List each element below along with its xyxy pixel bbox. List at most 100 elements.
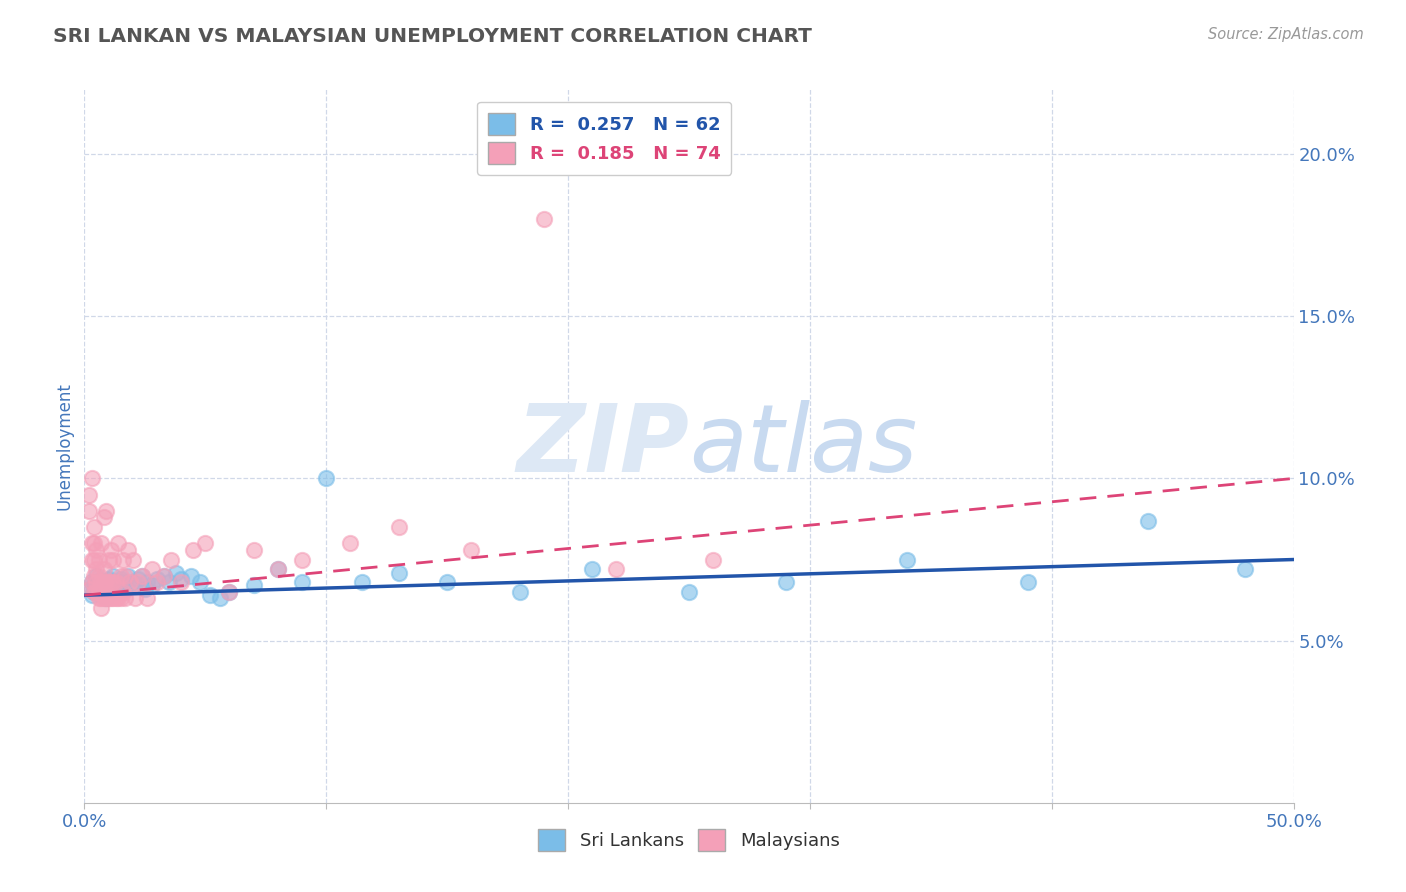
Point xyxy=(190,575,212,590)
Point xyxy=(131,568,153,582)
Point xyxy=(112,552,135,566)
Point xyxy=(90,575,112,590)
Point xyxy=(100,582,122,596)
Point xyxy=(83,536,105,550)
Point xyxy=(103,568,125,582)
Point xyxy=(146,575,169,590)
Point xyxy=(120,575,142,590)
Point xyxy=(87,552,110,566)
Point xyxy=(120,578,142,592)
Point xyxy=(388,566,411,580)
Point xyxy=(94,575,117,590)
Point xyxy=(146,572,169,586)
Point xyxy=(775,575,797,590)
Point xyxy=(83,585,105,599)
Point xyxy=(267,562,290,576)
Point xyxy=(581,562,603,576)
Point xyxy=(86,542,108,557)
Point xyxy=(93,510,115,524)
Point xyxy=(291,575,314,590)
Point xyxy=(87,578,110,592)
Point xyxy=(112,585,135,599)
Point xyxy=(80,588,103,602)
Point xyxy=(97,552,120,566)
Point xyxy=(97,585,120,599)
Point xyxy=(153,568,176,582)
Point xyxy=(291,552,314,566)
Point xyxy=(157,575,180,590)
Point xyxy=(103,575,125,590)
Text: ZIP: ZIP xyxy=(516,400,689,492)
Point xyxy=(103,552,125,566)
Point xyxy=(1234,562,1257,576)
Point xyxy=(86,582,108,596)
Point xyxy=(80,471,103,485)
Point xyxy=(121,575,143,590)
Point xyxy=(104,575,127,590)
Point xyxy=(339,536,361,550)
Point xyxy=(80,575,103,590)
Point xyxy=(605,562,627,576)
Point xyxy=(110,568,132,582)
Point xyxy=(94,504,117,518)
Point xyxy=(136,591,159,606)
Point xyxy=(77,488,100,502)
Point xyxy=(242,578,264,592)
Point xyxy=(80,552,103,566)
Point xyxy=(170,575,193,590)
Point xyxy=(509,585,531,599)
Point xyxy=(86,568,108,582)
Point xyxy=(87,585,110,599)
Point xyxy=(93,591,115,606)
Point xyxy=(104,575,127,590)
Point xyxy=(90,582,112,596)
Point xyxy=(112,575,135,590)
Point xyxy=(97,591,120,606)
Point xyxy=(97,575,120,590)
Point xyxy=(93,562,115,576)
Point xyxy=(90,588,112,602)
Point xyxy=(100,591,122,606)
Point xyxy=(388,520,411,534)
Point xyxy=(1017,575,1039,590)
Point xyxy=(83,552,105,566)
Point xyxy=(160,552,183,566)
Point xyxy=(107,591,129,606)
Point xyxy=(104,585,127,599)
Point xyxy=(77,582,100,596)
Point xyxy=(533,211,555,226)
Point xyxy=(218,585,240,599)
Point xyxy=(104,591,127,606)
Point xyxy=(103,591,125,606)
Point xyxy=(153,568,176,582)
Point xyxy=(83,585,105,599)
Point xyxy=(100,575,122,590)
Point xyxy=(83,520,105,534)
Point xyxy=(208,591,231,606)
Point xyxy=(315,471,337,485)
Point xyxy=(100,542,122,557)
Point xyxy=(134,582,156,596)
Point xyxy=(702,552,724,566)
Point xyxy=(80,536,103,550)
Point xyxy=(141,562,163,576)
Text: atlas: atlas xyxy=(689,401,917,491)
Point xyxy=(107,582,129,596)
Point xyxy=(114,591,136,606)
Point xyxy=(87,591,110,606)
Point xyxy=(218,585,240,599)
Point xyxy=(93,575,115,590)
Point xyxy=(100,575,122,590)
Point xyxy=(103,578,125,592)
Point xyxy=(180,568,202,582)
Point xyxy=(131,568,153,582)
Point xyxy=(83,568,105,582)
Text: SRI LANKAN VS MALAYSIAN UNEMPLOYMENT CORRELATION CHART: SRI LANKAN VS MALAYSIAN UNEMPLOYMENT COR… xyxy=(53,27,813,45)
Point xyxy=(87,585,110,599)
Point xyxy=(90,601,112,615)
Point xyxy=(110,572,132,586)
Point xyxy=(93,575,115,590)
Point xyxy=(86,585,108,599)
Point xyxy=(110,591,132,606)
Point xyxy=(170,572,193,586)
